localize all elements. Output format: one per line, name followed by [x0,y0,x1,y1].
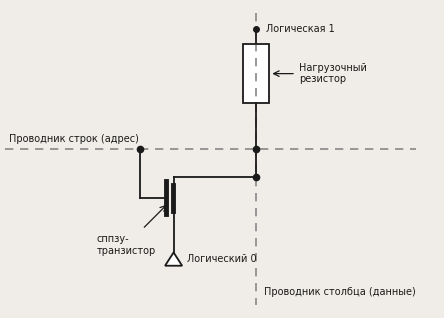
Text: Проводник столбца (данные): Проводник столбца (данные) [264,287,416,298]
Text: сппзу-
транзистор: сппзу- транзистор [97,234,156,256]
Text: Логическая 1: Логическая 1 [266,24,334,34]
Text: Проводник строк (адрес): Проводник строк (адрес) [9,134,139,144]
Bar [243,44,270,103]
Text: Нагрузочный
резистор: Нагрузочный резистор [299,63,367,84]
Text: Логический 0: Логический 0 [187,254,257,264]
Polygon shape [165,252,182,266]
